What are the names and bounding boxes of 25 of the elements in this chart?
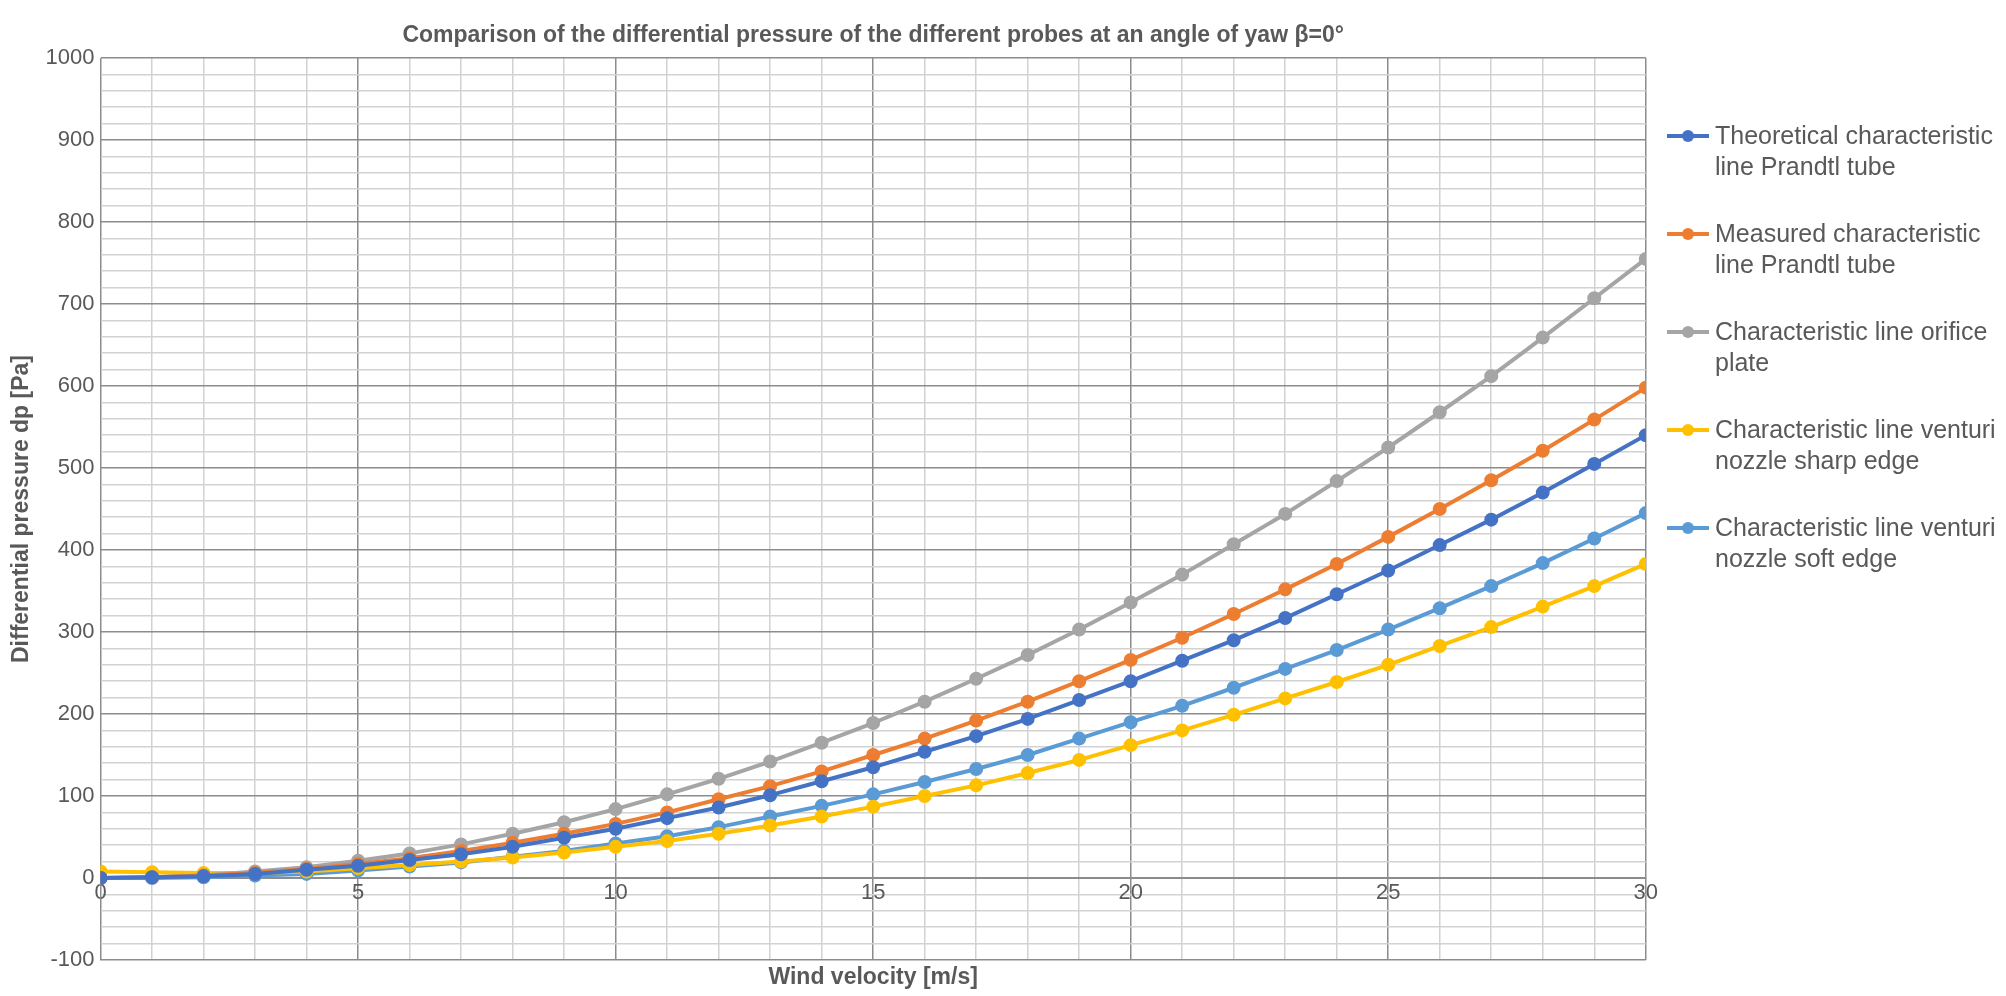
chart-title: Comparison of the differential pressure of the different probes at an angle of yaw β=0° [402, 21, 1344, 48]
y-tick-label: -100 [50, 946, 95, 972]
legend-label: Theoretical characteristic line Prandtl tube [1715, 120, 1994, 182]
y-tick-label: 200 [57, 700, 95, 726]
y-tick-label: 600 [57, 372, 95, 398]
x-tick-label: 5 [351, 879, 365, 905]
x-tick-label: 15 [860, 879, 886, 905]
legend-label: Characteristic line orifice plate [1715, 316, 1989, 378]
y-tick-label: 700 [57, 290, 95, 316]
legend-label: Characteristic line venturi nozzle sharp edge [1715, 414, 1997, 476]
y-tick-label: 100 [57, 782, 95, 808]
x-tick-label: 25 [1375, 879, 1401, 905]
y-tick-label: 500 [57, 454, 95, 480]
x-tick-label: 20 [1118, 879, 1143, 905]
y-tick-label: 1000 [45, 44, 95, 70]
y-tick-label: 900 [57, 126, 95, 152]
legend-label: Characteristic line venturi nozzle soft edge [1715, 512, 1997, 574]
x-tick-label: 30 [1633, 879, 1659, 905]
y-tick-label: 400 [57, 536, 95, 562]
y-tick-label: 300 [57, 618, 95, 644]
y-axis-title: Differential pressure dp [Pa] [7, 354, 34, 664]
x-tick-label: 10 [603, 879, 628, 905]
y-tick-label: 800 [57, 208, 95, 234]
legend-label: Measured characteristic line Prandtl tube [1715, 218, 1982, 280]
x-axis-title: Wind velocity [m/s] [768, 962, 978, 989]
